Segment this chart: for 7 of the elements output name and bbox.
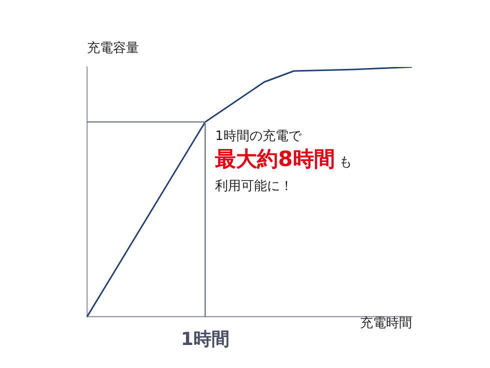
- text: 1時間: [180, 328, 230, 350]
- x-axis-title: 充電時間: [360, 316, 412, 331]
- annotation: 1時間の充電で: [215, 129, 302, 144]
- annotation: 最大約8時間: [214, 147, 335, 171]
- annotation: も: [338, 155, 352, 170]
- y-axis-title: 充電容量: [87, 40, 139, 56]
- annotation: 利用可能に！: [215, 179, 294, 194]
